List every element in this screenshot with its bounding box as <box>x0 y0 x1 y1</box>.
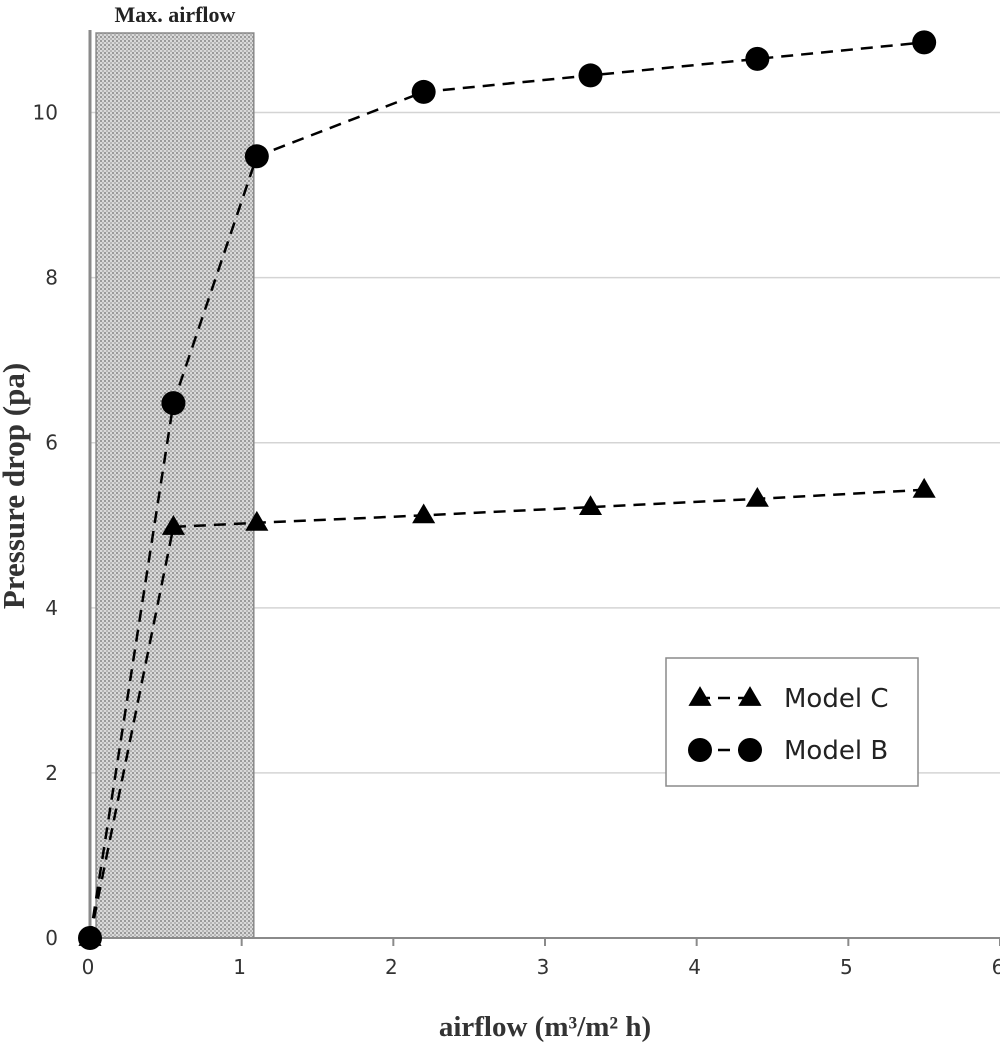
legend-label-model-b: Model B <box>784 736 888 766</box>
legend: Model C Model B <box>665 657 919 787</box>
model-c-point-5 <box>745 486 769 507</box>
x-tick-label-2: 2 <box>385 955 398 979</box>
x-tick-label-3: 3 <box>537 955 550 979</box>
y-tick-label-6: 6 <box>45 431 58 455</box>
max-airflow-band <box>95 32 255 939</box>
x-tick-label-5: 5 <box>840 955 853 979</box>
y-tick-label-4: 4 <box>45 596 58 620</box>
model-b-point-6 <box>912 30 937 55</box>
legend-label-model-c: Model C <box>784 684 888 714</box>
axis-titles: airflow (m³/m² h) Pressure drop (pa) <box>0 363 651 1043</box>
series-layer <box>78 30 937 950</box>
model-c-point-4 <box>578 495 603 516</box>
y-tick-label-8: 8 <box>45 266 58 290</box>
model-b-point-4 <box>578 63 603 88</box>
max-airflow-label: Max. airflow <box>114 2 235 27</box>
x-tick-label-0: 0 <box>82 955 95 979</box>
x-tick-label-4: 4 <box>688 955 701 979</box>
legend-marker-right-model-c <box>738 686 762 706</box>
y-tick-label-0: 0 <box>45 926 58 950</box>
model-b-point-3 <box>411 79 436 104</box>
model-b-point-1 <box>161 391 186 416</box>
x-axis-title: airflow (m³/m² h) <box>439 1011 651 1043</box>
y-tick-label-10: 10 <box>33 101 58 125</box>
model-c-point-1 <box>161 515 185 535</box>
model-b-point-2 <box>244 144 269 169</box>
model-c-point-3 <box>412 503 436 524</box>
max-airflow-band-layer: Max. airflow <box>95 2 255 939</box>
axes: 0 1 2 3 4 5 6 0 2 4 6 8 10 <box>33 30 1000 979</box>
x-tick-label-6: 6 <box>992 955 1000 979</box>
x-tick-label-1: 1 <box>233 955 246 979</box>
y-axis-title: Pressure drop (pa) <box>0 363 31 609</box>
model-b-point-0 <box>78 926 102 950</box>
legend-marker-right-model-b <box>738 738 762 762</box>
legend-marker-left-model-b <box>688 738 712 762</box>
model-c-point-2 <box>245 510 269 531</box>
y-tick-label-2: 2 <box>45 761 58 785</box>
model-b-point-5 <box>745 46 770 71</box>
model-c-point-6 <box>912 477 936 498</box>
legend-box <box>665 657 919 787</box>
legend-marker-left-model-c <box>688 686 712 706</box>
